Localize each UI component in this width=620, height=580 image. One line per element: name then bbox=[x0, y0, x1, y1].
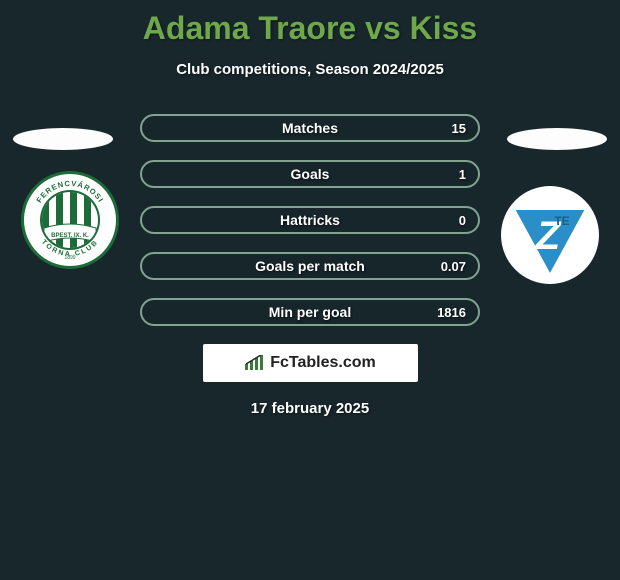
logo-text: FcTables.com bbox=[270, 354, 376, 372]
stat-row-min-per-goal: Min per goal 1816 bbox=[140, 298, 480, 326]
ferencvaros-badge: BPEST. IX. K. FERENCVÁROSI TORNA CLUB 18… bbox=[20, 170, 120, 270]
stat-value-right: 1 bbox=[459, 167, 466, 182]
stat-row-hattricks: Hattricks 0 bbox=[140, 206, 480, 234]
stats-container: Matches 15 Goals 1 Hattricks 0 Goals per… bbox=[140, 114, 480, 326]
date: 17 february 2025 bbox=[0, 400, 620, 417]
stat-value-right: 0 bbox=[459, 213, 466, 228]
stat-row-goals: Goals 1 bbox=[140, 160, 480, 188]
stat-row-goals-per-match: Goals per match 0.07 bbox=[140, 252, 480, 280]
svg-text:TE: TE bbox=[554, 214, 569, 228]
zalaegerszeg-badge: Z TE bbox=[500, 185, 600, 285]
stat-value-right: 0.07 bbox=[441, 259, 466, 274]
stat-label: Hattricks bbox=[280, 212, 340, 228]
stat-label: Goals bbox=[291, 166, 330, 182]
fctables-logo: FcTables.com bbox=[203, 344, 418, 382]
stat-value-right: 1816 bbox=[437, 305, 466, 320]
stat-label: Goals per match bbox=[255, 258, 365, 274]
stat-label: Matches bbox=[282, 120, 338, 136]
stat-value-right: 15 bbox=[452, 121, 466, 136]
avatar-placeholder-left bbox=[8, 125, 118, 153]
avatar-placeholder-right bbox=[502, 125, 612, 153]
subtitle: Club competitions, Season 2024/2025 bbox=[0, 61, 620, 78]
stat-label: Min per goal bbox=[269, 304, 351, 320]
svg-text:BPEST. IX. K.: BPEST. IX. K. bbox=[51, 233, 89, 239]
page-title: Adama Traore vs Kiss bbox=[0, 0, 620, 47]
chart-icon bbox=[244, 355, 264, 371]
stat-row-matches: Matches 15 bbox=[140, 114, 480, 142]
svg-text:1899: 1899 bbox=[64, 255, 75, 261]
